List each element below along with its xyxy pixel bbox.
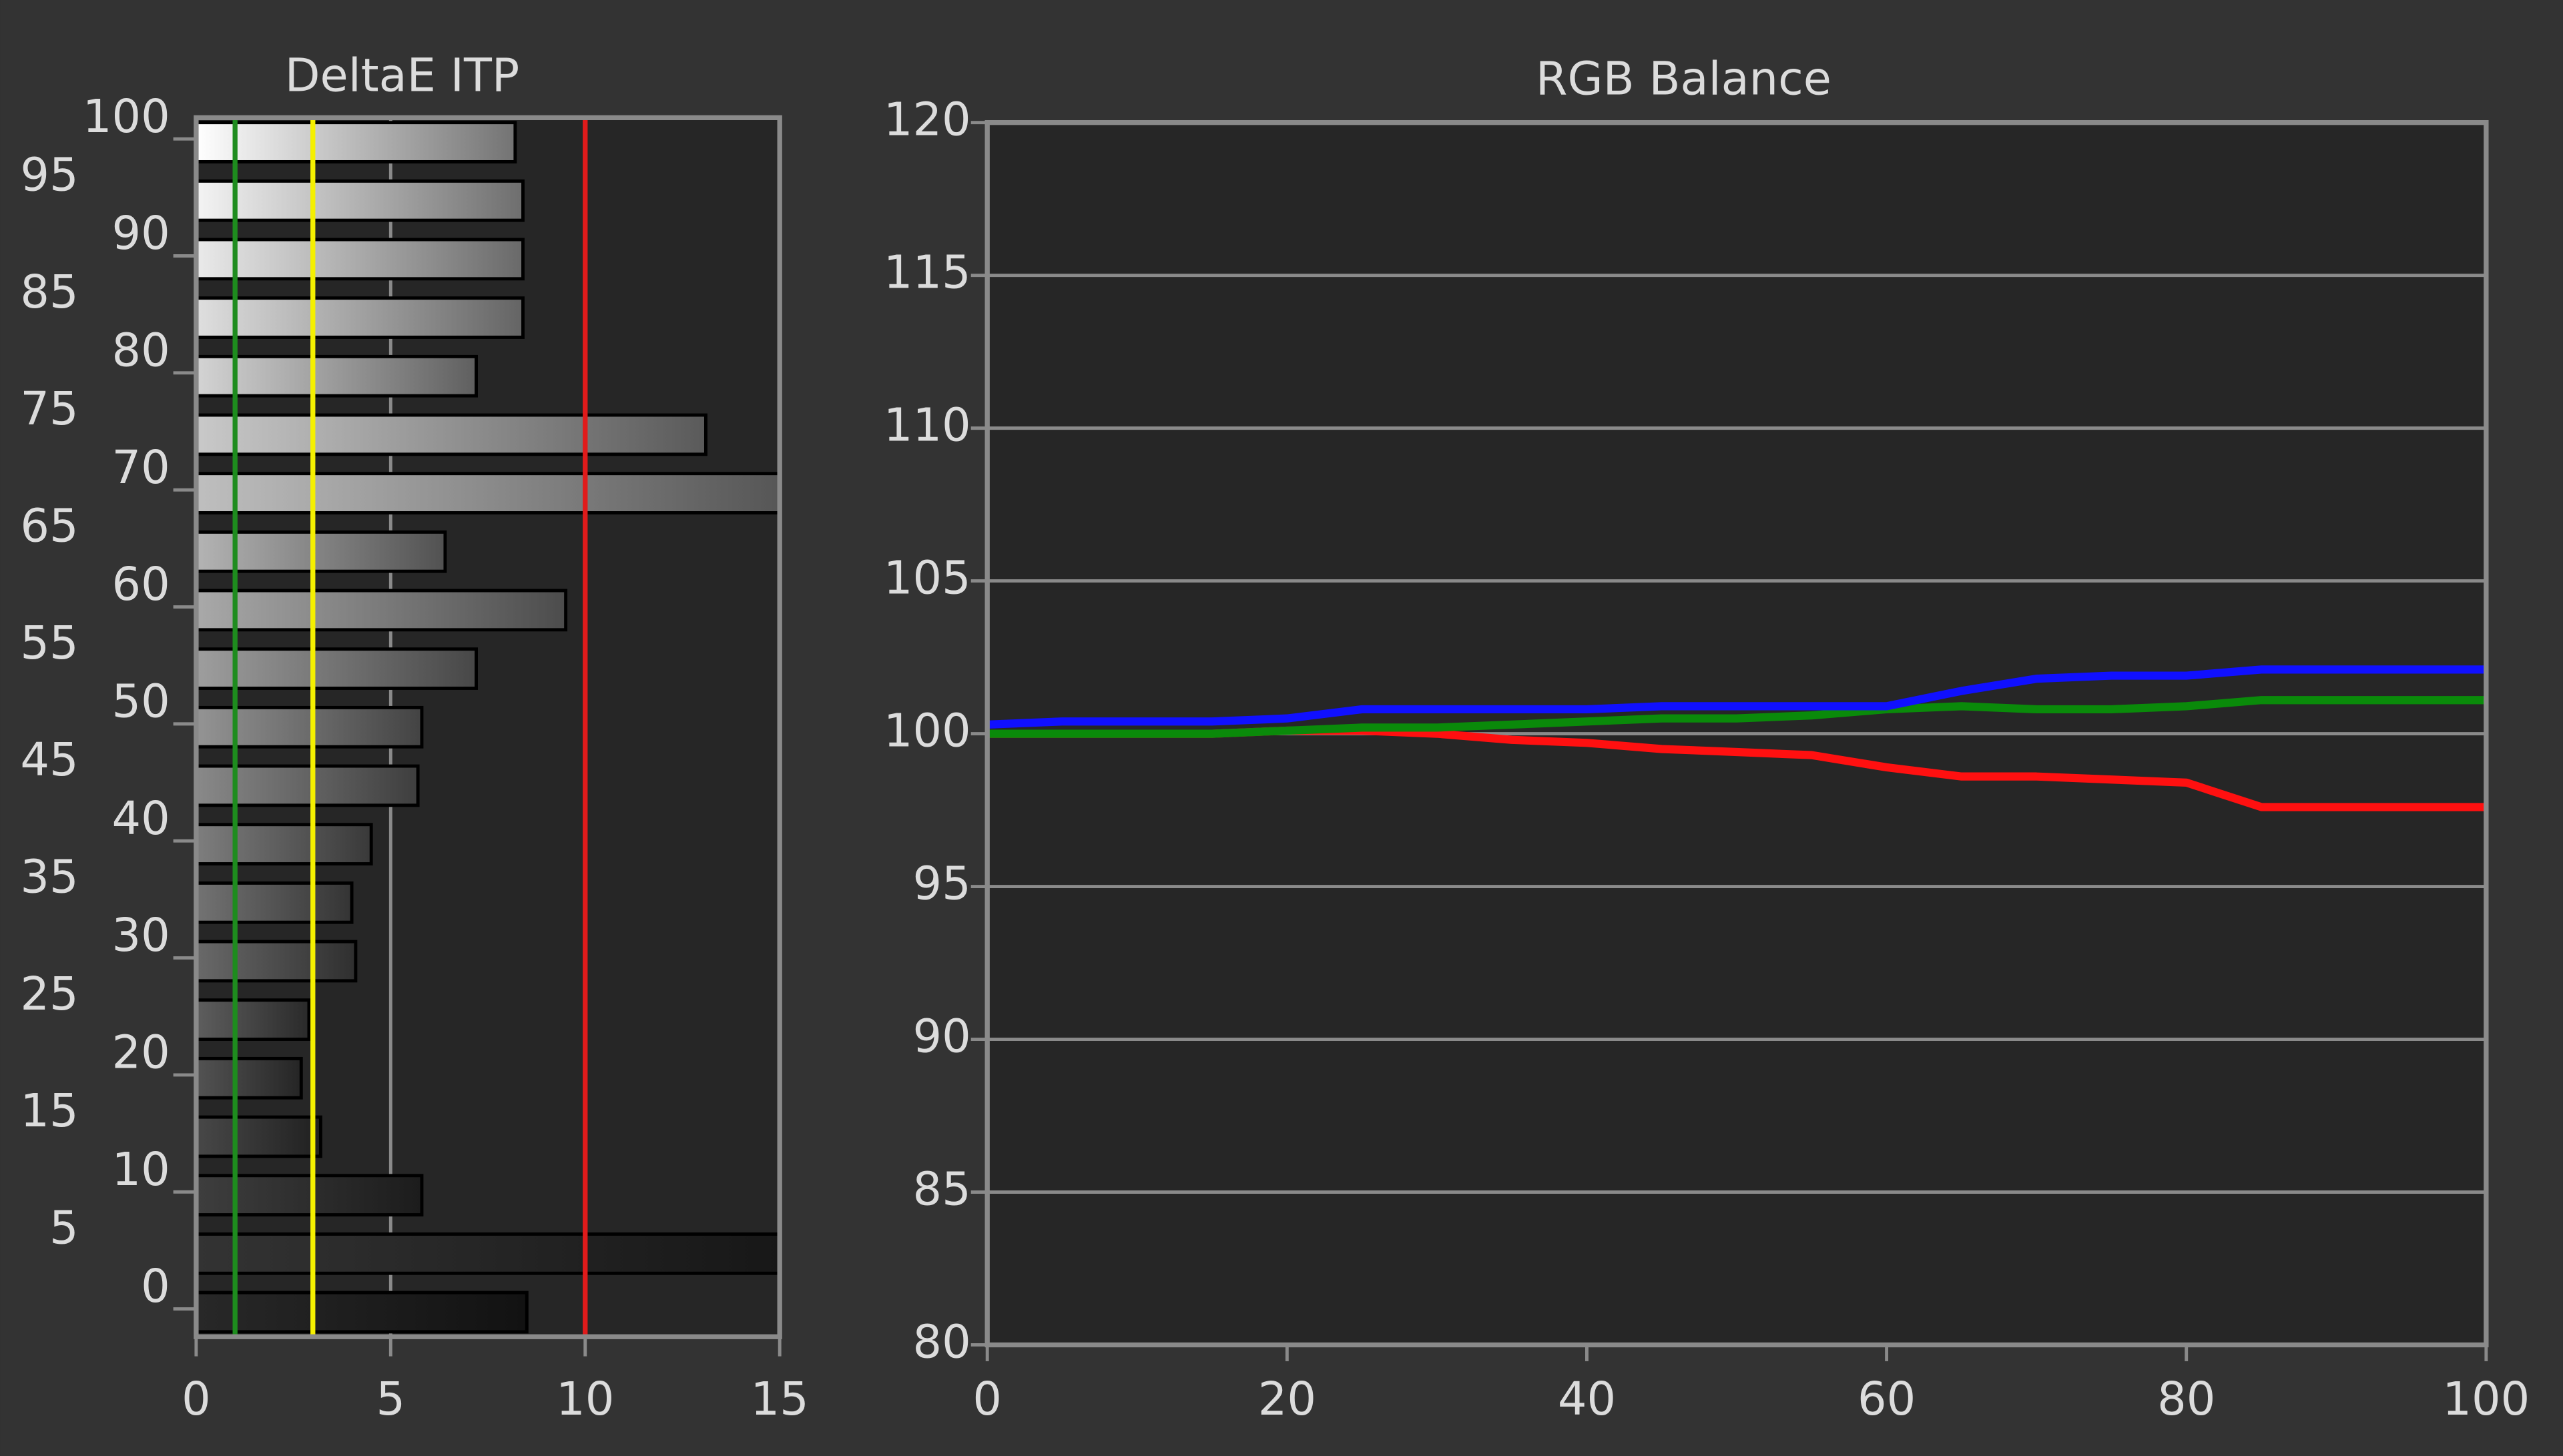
y-tick-label: 105 [884,552,971,605]
y-tick-label: 100 [83,90,170,143]
y-tick-label: 120 [884,93,971,147]
bar [196,998,311,1041]
x-tick-label: 10 [556,1373,614,1426]
y-tick-label: 95 [912,857,970,911]
bar [196,121,517,163]
y-tick-label: 75 [20,382,78,436]
y-tick-label: 25 [20,968,78,1021]
y-tick-label: 40 [111,792,170,845]
y-tick-label: 90 [111,207,170,260]
y-tick-label: 50 [111,675,170,729]
plot-frame [194,115,782,1339]
bar [196,823,373,865]
y-tick-label: 10 [111,1143,170,1196]
y-tick-label: 95 [20,148,78,202]
bar [196,1232,780,1275]
bar [196,472,780,514]
deltae-chart: 0 5 10 15 0 5 10 15 20 25 30 35 40 45 50 55 60 65 70 75 80 85… [20,90,808,1426]
series-line [987,696,2486,738]
bar [196,296,525,339]
y-tick-label: 60 [111,558,170,611]
x-tick-label: 15 [751,1373,809,1426]
y-tick-label: 85 [20,266,78,319]
series-line [987,665,2486,729]
y-tick-label: 80 [912,1316,970,1369]
bar [196,647,479,690]
y-tick-label: 85 [912,1163,970,1216]
bar [196,413,707,456]
bar [196,1115,322,1158]
plot-frame [984,119,2489,1348]
x-tick-label: 5 [376,1373,406,1426]
rgb-chart: 80 85 90 95 100 105 110 115 120 0 20 40 60 80 100 [884,93,2530,1427]
y-tick-label: 15 [20,1084,78,1138]
y-tick-label: 65 [20,500,78,553]
bar [196,881,354,924]
y-tick-label: 110 [884,399,971,452]
y-tick-label: 80 [111,324,170,377]
chart-title: DeltaE ITP [285,49,519,103]
y-tick-label: 115 [884,246,971,300]
y-tick-label: 55 [20,617,78,670]
bar [196,589,568,632]
chart-title: RGB Balance [1536,52,1831,105]
y-tick-label: 20 [111,1026,170,1080]
y-tick-label: 70 [111,441,170,494]
y-tick-label: 35 [20,851,78,904]
y-tick-label: 90 [912,1010,970,1064]
bar [196,354,479,398]
bar [196,238,525,281]
x-tick-label: 60 [1858,1373,1916,1426]
y-tick-label: 45 [20,733,78,787]
bar [196,1291,529,1334]
bar [196,530,447,573]
bar [196,1056,303,1100]
x-tick-label: 20 [1258,1373,1316,1426]
x-tick-label: 40 [1558,1373,1616,1426]
x-tick-label: 100 [2442,1373,2530,1426]
y-tick-label: 100 [884,705,971,758]
bars [196,121,780,1334]
y-tick-label: 0 [141,1260,170,1313]
bar [196,764,420,807]
y-tick-label: 5 [49,1202,79,1255]
y-tick-label: 30 [111,909,170,962]
x-tick-label: 80 [2157,1373,2215,1426]
bar [196,940,358,983]
x-tick-label: 0 [972,1373,1002,1426]
x-tick-label: 0 [182,1373,211,1426]
bar [196,705,424,749]
bar [196,1174,424,1216]
lines [987,665,2486,811]
bar [196,179,525,222]
